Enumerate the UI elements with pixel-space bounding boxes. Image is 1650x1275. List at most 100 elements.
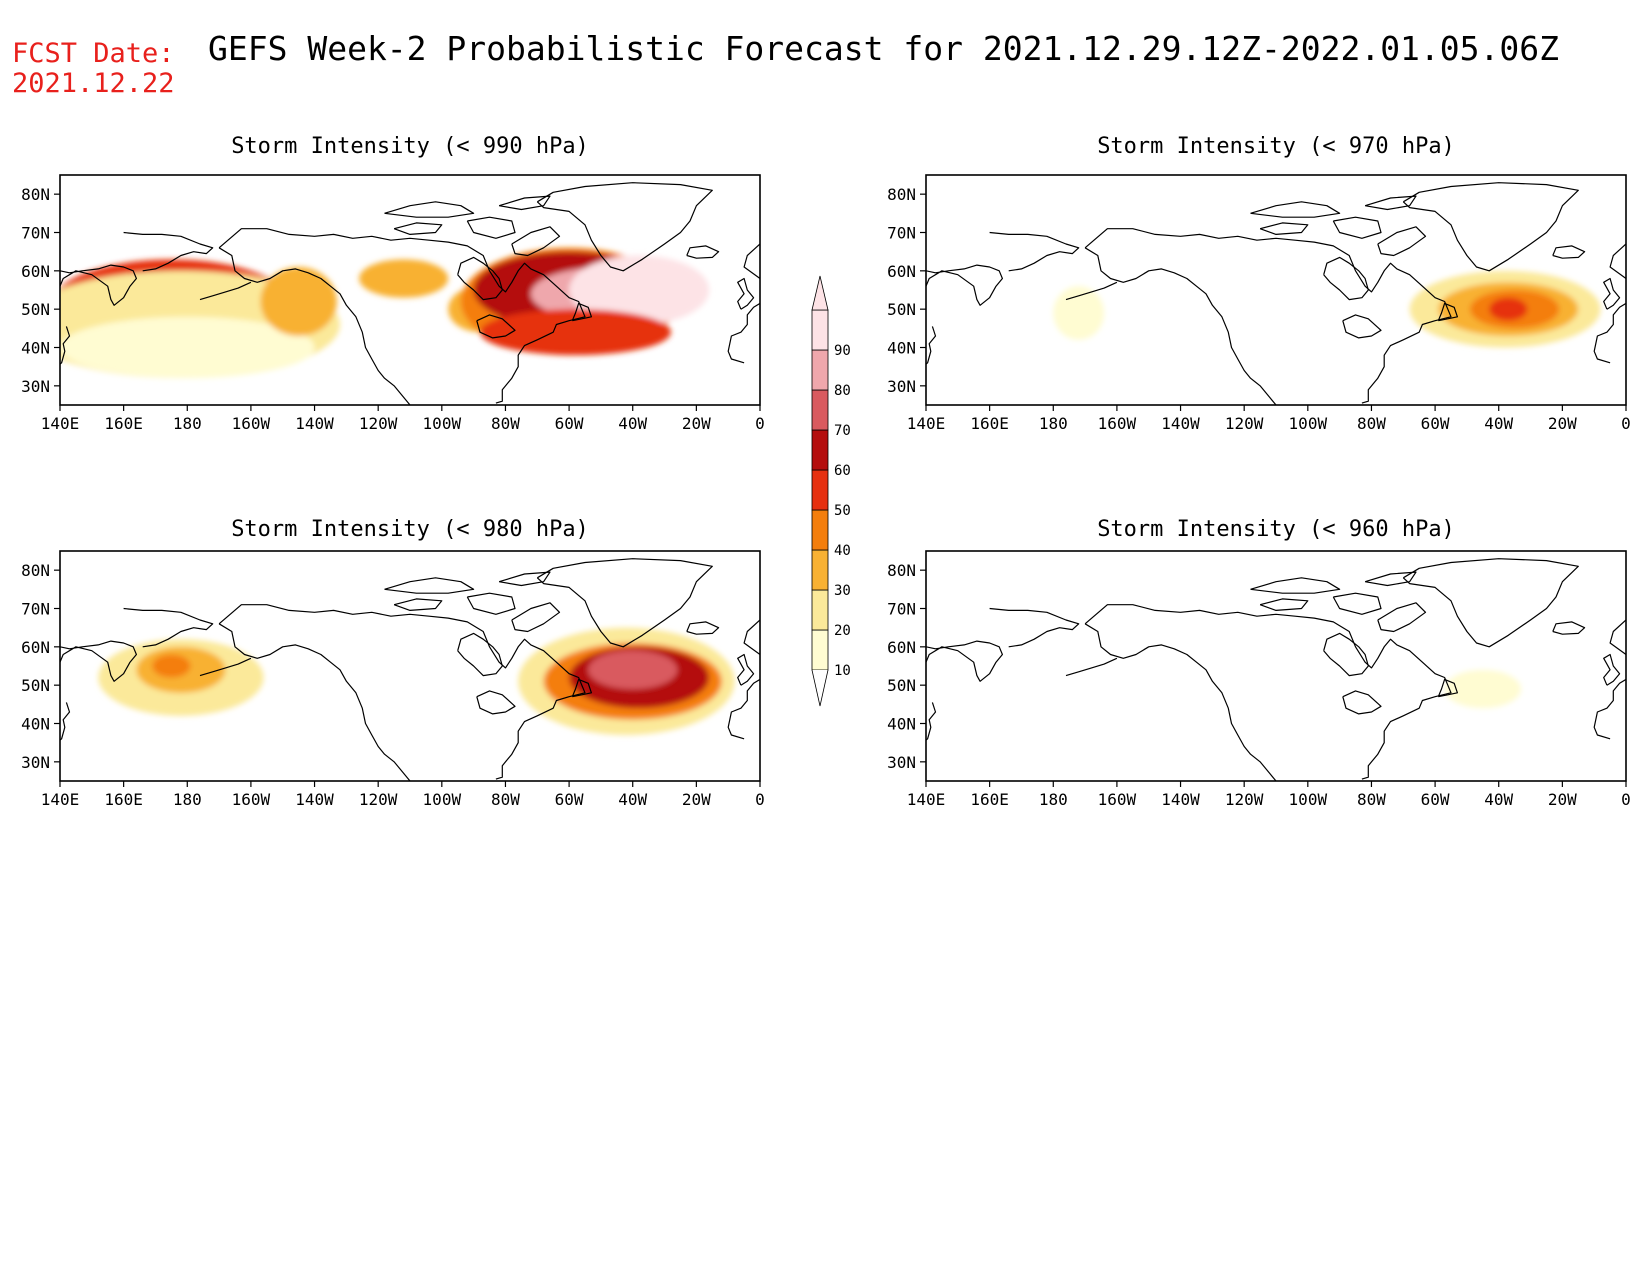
probability-region-12 — [569, 255, 710, 325]
colorbar-segment-2 — [811, 589, 829, 631]
north-america-coast — [1084, 228, 1452, 404]
chukotka-coast — [989, 607, 1080, 648]
great-lakes — [476, 314, 516, 339]
alaska-peninsula — [1065, 657, 1118, 677]
y-tick-label: 30N — [887, 753, 916, 772]
x-tick-label: 180 — [1039, 414, 1068, 433]
y-tick-label: 70N — [887, 600, 916, 619]
x-tick-label: 100W — [423, 790, 462, 809]
x-tick-label: 140W — [1161, 790, 1200, 809]
iceland-coast — [686, 621, 720, 635]
y-tick-label: 40N — [887, 339, 916, 358]
arctic-islands-2 — [1332, 592, 1382, 615]
x-tick-label: 160E — [970, 414, 1009, 433]
x-tick-label: 140E — [41, 414, 80, 433]
x-tick-label: 100W — [1289, 414, 1328, 433]
greenland-coast — [1402, 182, 1579, 272]
newfoundland — [1437, 678, 1458, 698]
north-america-coast — [218, 228, 586, 404]
arctic-islands-3 — [498, 571, 551, 587]
colorbar: 10 20 30 40 50 60 70 80 90 — [811, 275, 851, 707]
x-tick-label: 120W — [1225, 414, 1264, 433]
x-tick-label: 140W — [295, 790, 334, 809]
probability-region-1 — [1053, 286, 1105, 340]
iceland-coast — [686, 245, 720, 259]
y-tick-label: 40N — [21, 339, 50, 358]
british-isles — [1603, 277, 1621, 310]
x-tick-label: 100W — [423, 414, 462, 433]
colorbar-lower-arrow — [811, 669, 829, 707]
x-tick-label: 40W — [618, 414, 647, 433]
x-tick-label: 60W — [555, 414, 584, 433]
fcst-date-label: FCST Date: — [12, 38, 175, 69]
map-panel-4: Storm Intensity (< 960 hPa) 140E 160E 180 16… — [887, 517, 1631, 809]
chukotka-coast — [123, 607, 214, 648]
x-tick-label: 120W — [359, 790, 398, 809]
x-tick-label: 60W — [1421, 790, 1450, 809]
y-tick-label: 70N — [887, 224, 916, 243]
x-tick-label: 60W — [1421, 414, 1450, 433]
x-tick-label: 160E — [970, 790, 1009, 809]
iceland-coast — [1552, 245, 1586, 259]
japan-coast — [926, 702, 937, 741]
colorbar-segment-1 — [811, 629, 829, 671]
hudson-bay — [457, 632, 503, 677]
arctic-islands-3 — [1364, 571, 1417, 587]
arctic-islands-1 — [1250, 577, 1341, 594]
coastlines — [926, 558, 1626, 781]
x-tick-label: 120W — [1225, 790, 1264, 809]
europe-coast — [1593, 302, 1626, 364]
greenland-coast — [536, 558, 713, 648]
y-tick-label: 30N — [21, 377, 50, 396]
british-isles — [1603, 653, 1621, 686]
scandinavia-coast — [743, 619, 760, 655]
probability-region-5 — [60, 316, 315, 379]
x-tick-label: 160W — [232, 414, 271, 433]
panel-title: Storm Intensity (< 980 hPa) — [231, 517, 589, 542]
x-tick-label: 140E — [907, 414, 946, 433]
british-isles — [737, 653, 755, 686]
newfoundland — [571, 302, 592, 322]
west-coast — [1084, 623, 1277, 781]
x-tick-label: 0 — [755, 414, 765, 433]
scandinavia-coast — [1609, 243, 1626, 279]
arctic-islands-2 — [1332, 216, 1382, 239]
x-tick-label: 80W — [491, 790, 520, 809]
x-tick-label: 160E — [104, 790, 143, 809]
coastlines — [60, 182, 760, 405]
panel-title: Storm Intensity (< 970 hPa) — [1097, 134, 1455, 159]
x-tick-label: 0 — [755, 790, 765, 809]
y-tick-label: 30N — [887, 377, 916, 396]
colorbar-segment-5 — [811, 469, 829, 511]
japan-coast — [926, 326, 937, 365]
hudson-bay — [457, 256, 503, 301]
colorbar-segment-3 — [811, 549, 829, 591]
arctic-islands-4 — [393, 598, 443, 611]
x-tick-label: 40W — [1484, 414, 1513, 433]
x-tick-label: 140W — [1161, 414, 1200, 433]
x-tick-label: 140E — [907, 790, 946, 809]
british-isles — [737, 277, 755, 310]
hudson-bay — [1323, 256, 1369, 301]
coastlines — [60, 558, 760, 781]
map-panel-1: Storm Intensity (< 990 hPa) 140E 160E 180 16… — [21, 134, 765, 433]
y-tick-label: 60N — [21, 638, 50, 657]
colorbar-label: 30 — [834, 583, 851, 599]
iceland-coast — [1552, 621, 1586, 635]
probability-field — [1444, 669, 1522, 709]
west-coast — [218, 247, 411, 405]
baffin-island — [511, 226, 561, 257]
great-lakes — [476, 690, 516, 715]
europe-coast — [727, 678, 760, 740]
x-tick-label: 80W — [491, 414, 520, 433]
y-tick-label: 70N — [21, 600, 50, 619]
colorbar-label: 60 — [834, 463, 851, 479]
map-panel-2: Storm Intensity (< 970 hPa) 140E 160E 180 16… — [887, 134, 1631, 433]
arctic-islands-1 — [384, 577, 475, 594]
arctic-islands-3 — [1364, 195, 1417, 211]
colorbar-segment-9 — [811, 309, 829, 351]
asia-coast — [60, 640, 137, 682]
europe-coast — [727, 302, 760, 364]
probability-region-1 — [1444, 669, 1522, 709]
x-tick-label: 0 — [1621, 790, 1631, 809]
